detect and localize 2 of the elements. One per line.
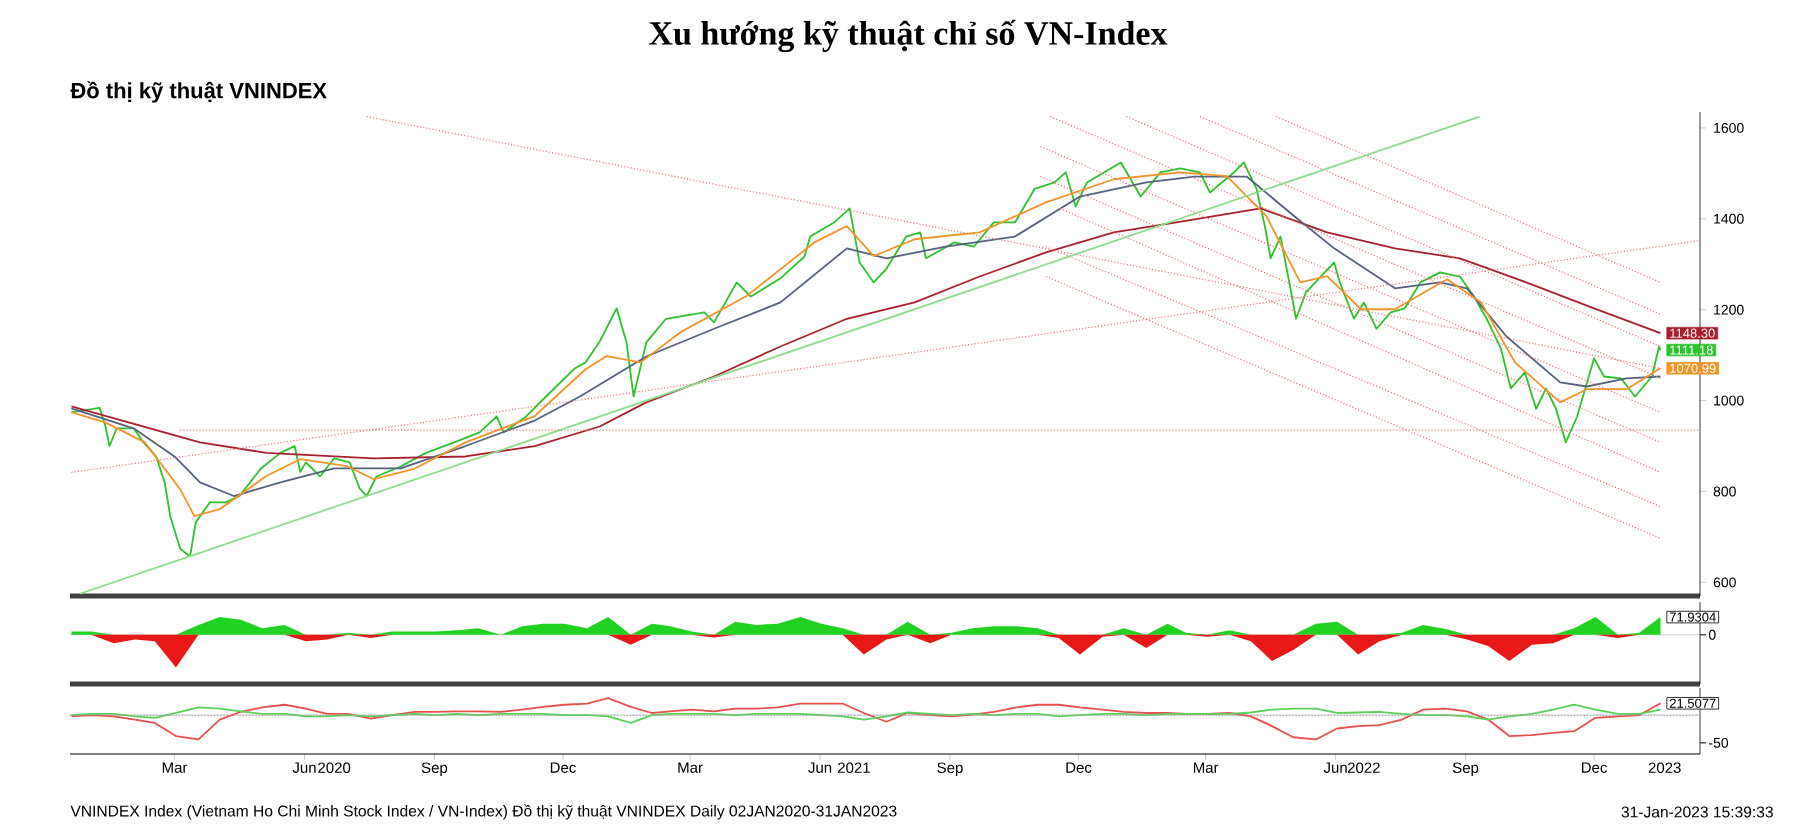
- chart-subtitle: Đồ thị kỹ thuật VNINDEX: [70, 81, 327, 103]
- chart-title: Xu hướng kỹ thuật chỉ số VN-Index: [649, 19, 1168, 53]
